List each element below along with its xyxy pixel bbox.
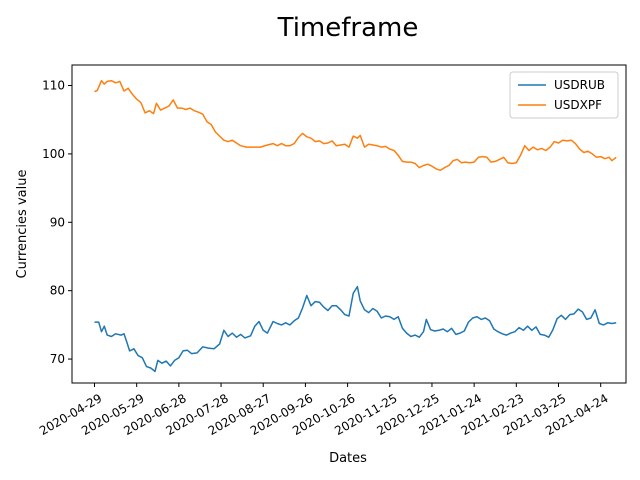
axes-frame	[71, 64, 627, 384]
y-tick-label: 110	[42, 79, 65, 93]
series-line-usdrub	[94, 285, 617, 373]
y-tick-label: 80	[50, 284, 65, 298]
legend: USDRUB USDXPF	[509, 71, 619, 119]
y-tick-label: 70	[50, 352, 65, 366]
chart-title: Timeframe	[277, 13, 419, 43]
y-tick-label: 100	[42, 147, 65, 161]
x-axis-label: Dates	[329, 451, 367, 466]
y-axis-label: Currencies value	[15, 170, 30, 279]
series-line-usdxpf	[94, 79, 617, 172]
legend-label-usdxpf: USDXPF	[554, 98, 602, 112]
legend-box	[509, 71, 619, 119]
legend-label-usdrub: USDRUB	[554, 78, 605, 92]
y-tick-label: 90	[50, 215, 65, 229]
